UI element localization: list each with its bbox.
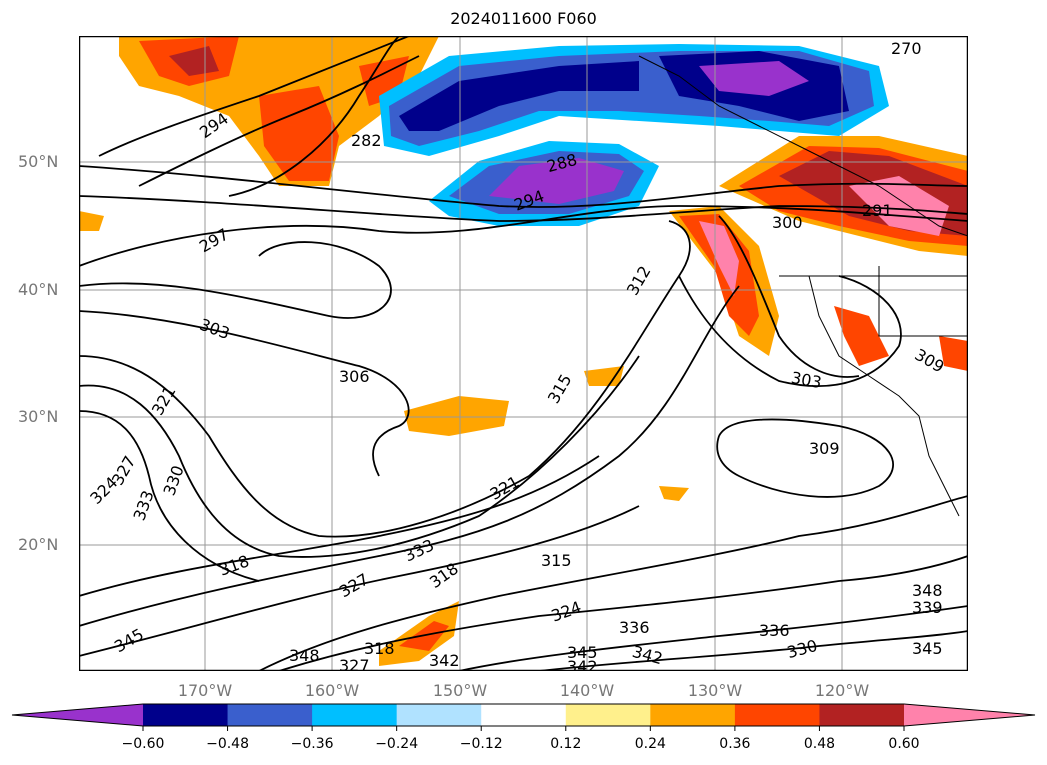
contour-label: 345	[912, 639, 943, 658]
colorbar-tick-label: 0.60	[888, 736, 919, 752]
colorbar: −0.60 −0.48 −0.36 −0.24 −0.12 0.12 0.24 0.36 0.4…	[11, 703, 1036, 752]
colorbar-tick-label: 0.24	[635, 736, 666, 752]
lat-label-20: 20°N	[18, 535, 59, 554]
contour-label: 282	[351, 131, 382, 150]
grid-lines	[79, 36, 968, 671]
colorbar-band	[312, 704, 398, 726]
colorbar-tick-label: −0.12	[460, 736, 503, 752]
weather-map: 270 282 294 288 294 297 300 291 303 306 …	[79, 36, 968, 671]
contour-label: 342	[567, 657, 598, 671]
lon-label-150w: 150°W	[432, 681, 488, 700]
colorbar-band	[227, 704, 313, 726]
colorbar-tick-label: −0.48	[206, 736, 249, 752]
colorbar-band	[734, 704, 820, 726]
contour-lines	[79, 36, 968, 671]
colorbar-tick-label: −0.36	[291, 736, 334, 752]
colorbar-band	[143, 704, 229, 726]
colorbar-extend-max	[904, 704, 1035, 726]
colorbar-band	[819, 704, 905, 726]
contour-label: 348	[289, 646, 320, 665]
lon-label-170w: 170°W	[177, 681, 233, 700]
contour-label: 309	[809, 439, 840, 458]
colorbar-band	[396, 704, 482, 726]
contour-label: 318	[364, 639, 395, 658]
contour-label: 300	[772, 213, 803, 232]
map-border	[79, 36, 968, 671]
colorbar-tick-label: 0.48	[804, 736, 835, 752]
contour-label: 336	[759, 621, 790, 640]
colorbar-bands	[11, 703, 1036, 727]
contour-label: 270	[891, 39, 922, 58]
colorbar-band	[650, 704, 736, 726]
colorbar-band	[565, 704, 651, 726]
contour-label: 339	[912, 598, 943, 617]
colorbar-ticks: −0.60 −0.48 −0.36 −0.24 −0.12 0.12 0.24 0.36 0.4…	[122, 726, 920, 752]
contour-label: 342	[429, 651, 460, 670]
colorbar-tick-label: −0.60	[122, 736, 165, 752]
contour-label: 315	[541, 551, 572, 570]
contour-label: 291	[862, 201, 893, 220]
colorbar-tick-label: 0.12	[550, 736, 581, 752]
contour-label: 327	[339, 656, 370, 671]
contour-label: 306	[339, 367, 370, 386]
contour-label: 348	[912, 581, 943, 600]
lon-label-130w: 130°W	[687, 681, 743, 700]
lon-label-120w: 120°W	[814, 681, 870, 700]
colorbar-band	[481, 704, 567, 726]
colorbar-extend-min	[12, 704, 143, 726]
coastlines	[638, 55, 968, 517]
lon-label-160w: 160°W	[304, 681, 360, 700]
lat-label-40: 40°N	[18, 280, 59, 299]
lat-label-30: 30°N	[18, 407, 59, 426]
colorbar-tick-label: 0.36	[719, 736, 750, 752]
lat-label-50: 50°N	[18, 152, 59, 171]
lon-label-140w: 140°W	[559, 681, 615, 700]
map-title: 2024011600 F060	[450, 9, 597, 28]
contour-label: 345	[567, 643, 598, 662]
contour-label: 336	[619, 618, 650, 637]
colorbar-tick-label: −0.24	[375, 736, 418, 752]
